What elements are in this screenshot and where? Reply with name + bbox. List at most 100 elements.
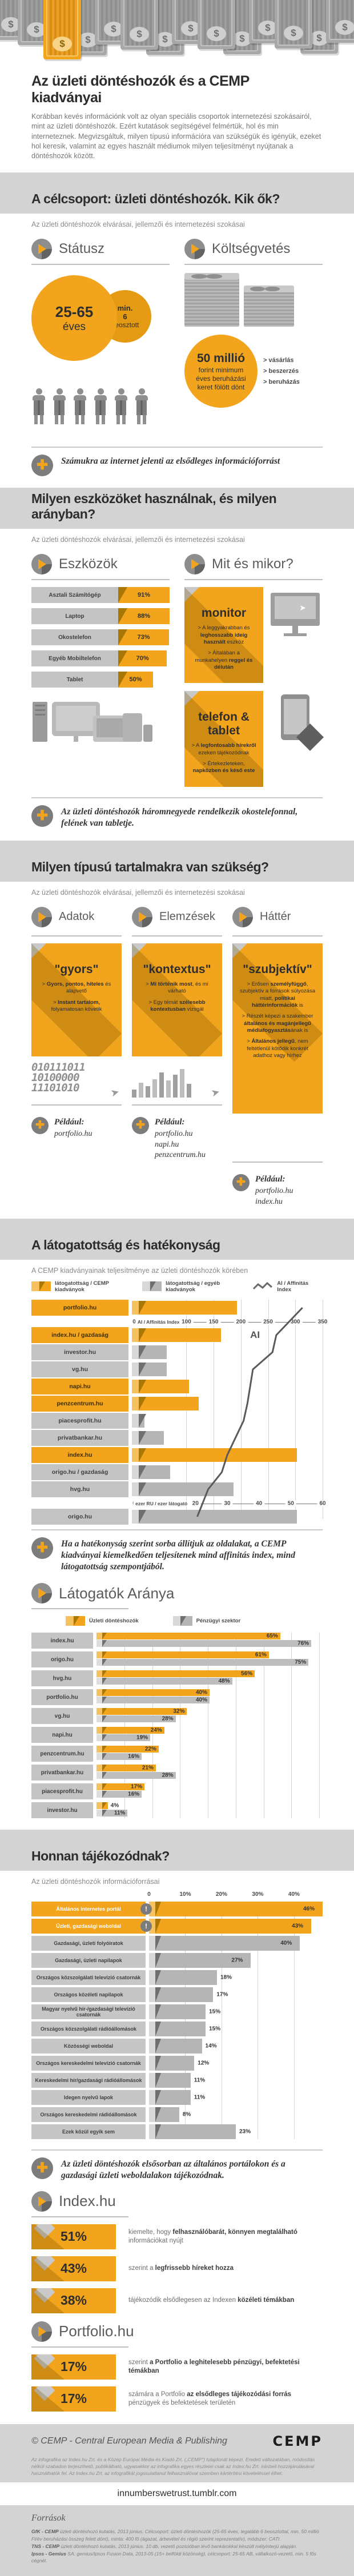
gridline <box>152 1633 153 1819</box>
card-bullet: > Részét képezi a szakember általános és… <box>242 1013 313 1034</box>
dollar-bill-icon: $ <box>120 0 158 50</box>
example-site: index.hu <box>255 1197 283 1206</box>
row-label: Magyar nyelvű hír-/gazdasági televízió c… <box>31 2004 146 2020</box>
tumblr-link[interactable]: innumberswetrust.tumblr.com <box>0 2482 354 2506</box>
alert-icon: ! <box>140 1903 152 1915</box>
axis-tick: 300 <box>288 1319 303 1325</box>
monitor-card: monitor > A leggyakrabban és leghosszabb… <box>184 587 263 684</box>
divider <box>31 2149 323 2151</box>
bar <box>149 1902 323 1917</box>
bar-value: 50% <box>129 676 142 684</box>
chart-row: origo.hu 61% 75% <box>31 1651 323 1668</box>
budget-circle: 50 millió forint minimum éves beruházási… <box>184 335 258 408</box>
bar: 40% <box>96 1697 210 1704</box>
bar-label: Asztali Számítógép <box>31 587 118 604</box>
money-stack <box>244 286 294 327</box>
bar-value: 28% <box>162 1772 174 1779</box>
stat-value-box: 51% <box>31 2224 116 2249</box>
portfoliohu-stats: 17% szerint a Portfolio a leghitelesebb p… <box>31 2354 323 2412</box>
bar: 61% <box>96 1651 269 1659</box>
bar: 24% <box>96 1727 164 1734</box>
bar-value: 16% <box>128 1791 140 1798</box>
plus-icon: ✚ <box>31 805 53 827</box>
section-subtitle: Az üzleti döntéshozók elvárásai, jellemz… <box>31 536 245 544</box>
stat-value-box: 17% <box>31 2386 116 2412</box>
bar <box>132 1379 190 1393</box>
copyright-text: © CEMP - Central European Media & Publis… <box>31 2436 227 2446</box>
top-axis: 0 AI / Affinitás Index 100 150 200 250 300 350 <box>31 1317 330 1327</box>
bar: 65% <box>96 1633 280 1640</box>
divider <box>31 579 170 581</box>
divider <box>232 1161 323 1163</box>
row-label: napi.hu <box>31 1727 93 1743</box>
tools-heading: Eszközök <box>59 556 118 572</box>
bar: 76% <box>96 1640 312 1647</box>
bar-value: 43% <box>292 1923 304 1930</box>
row-label: portfolio.hu <box>31 1299 128 1316</box>
bar <box>149 1919 312 1934</box>
bar-value: 91% <box>137 592 151 599</box>
bar: 50% <box>118 672 153 688</box>
bar <box>149 2107 179 2123</box>
bar <box>132 1362 167 1376</box>
device-bar-row: Laptop 88% <box>31 608 170 625</box>
bar: 48% <box>96 1678 232 1685</box>
portfoliohu-heading: Portfolio.hu <box>59 2322 134 2340</box>
row-label: origo.hu <box>31 1651 93 1668</box>
axis-tick: 30 <box>222 1500 233 1507</box>
row-label: investor.hu <box>31 1344 128 1360</box>
section-band-content: Milyen típusú tartalmakra van szükség? <box>0 840 354 882</box>
row-label: privatbankar.hu <box>31 1765 93 1781</box>
chart-row: index.hu <box>31 1446 323 1463</box>
axis-tick: 60 <box>317 1500 328 1507</box>
chart-row: vg.hu <box>31 1361 323 1377</box>
legend-item: látogatottság / egyéb kiadványok <box>142 1280 247 1293</box>
bar-label: Tablet <box>31 672 118 688</box>
example-site: portfolio.hu <box>255 1187 293 1196</box>
gridline <box>319 1633 320 1819</box>
section-subtitle: Az üzleti döntéshozók elvárásai, jellemz… <box>31 888 245 897</box>
bar-value: 15% <box>209 2026 221 2032</box>
axis-tick: 20 <box>190 1500 201 1507</box>
row-label: vg.hu <box>31 1708 93 1725</box>
divider <box>31 1104 122 1106</box>
plus-icon: ✚ <box>31 1116 49 1134</box>
card-bullets: > A leggyakrabban és leghosszabb ideig h… <box>191 625 256 671</box>
row-label: Idegen nyelvű lapok <box>31 2090 146 2105</box>
bar: 19% <box>96 1734 151 1742</box>
list-item: > Általában a munkahelyen reggel és délu… <box>195 650 253 670</box>
plus-icon: ✚ <box>132 1116 149 1134</box>
card-bullet: > Egy témát szélesebb kontextusban vizsg… <box>148 999 206 1012</box>
card-title: "gyors" <box>54 962 99 976</box>
row-label: piacesprofit.hu <box>31 1412 128 1429</box>
person-icon <box>115 388 127 436</box>
bar: 11% <box>96 1810 128 1817</box>
bar-value: 75% <box>295 1659 307 1666</box>
bar-value: 40% <box>195 1689 207 1696</box>
example-site: portfolio.hu <box>54 1130 92 1139</box>
bar-value: 48% <box>218 1678 230 1685</box>
chart-row: hvg.hu 56% 48% <box>31 1670 323 1687</box>
age-circles: min. 6 beosztott 25-65 éves <box>31 272 170 380</box>
row-label: Országos közszolgálati televízió csatorn… <box>31 1970 146 1986</box>
dollar-bill-icon: $ <box>326 0 354 43</box>
axis-tick: 350 <box>315 1319 330 1325</box>
row-label: penzcentrum.hu <box>31 1746 93 1762</box>
desktop-monitor-icon <box>52 702 100 742</box>
plus-icon: ✚ <box>232 1174 250 1191</box>
stat-description: szerint a Portfolio a leghitelesebb pénz… <box>128 2358 300 2374</box>
stat-row: 43% szerint a legfrissebb híreket hozza <box>31 2256 323 2281</box>
row-label: index.hu <box>31 1446 128 1463</box>
row-label: Gazdasági, üzleti folyóiratok <box>31 1936 146 1951</box>
chart-row: privatbankar.hu 21% 28% <box>31 1765 323 1781</box>
source-line: TNS - CEMP üzleti döntéshozó kutatás, 20… <box>31 2543 297 2549</box>
bar <box>132 1430 164 1445</box>
axis-tick: 40% <box>288 1891 300 1898</box>
stat-value: 17% <box>60 2391 87 2406</box>
card-bullet: > Erősen személyfüggő, szubjektív a forr… <box>239 980 315 1008</box>
chart-row: Kereskedelmi hír/gazdasági rádióállomáso… <box>31 2073 323 2088</box>
bar-value: 23% <box>239 2128 251 2135</box>
stat-row: 17% számára a Portfolio az elsődleges táj… <box>31 2386 323 2412</box>
content-column-adatok: Adatok "gyors" > Gyors, pontos, hiteles és… <box>31 902 122 1207</box>
